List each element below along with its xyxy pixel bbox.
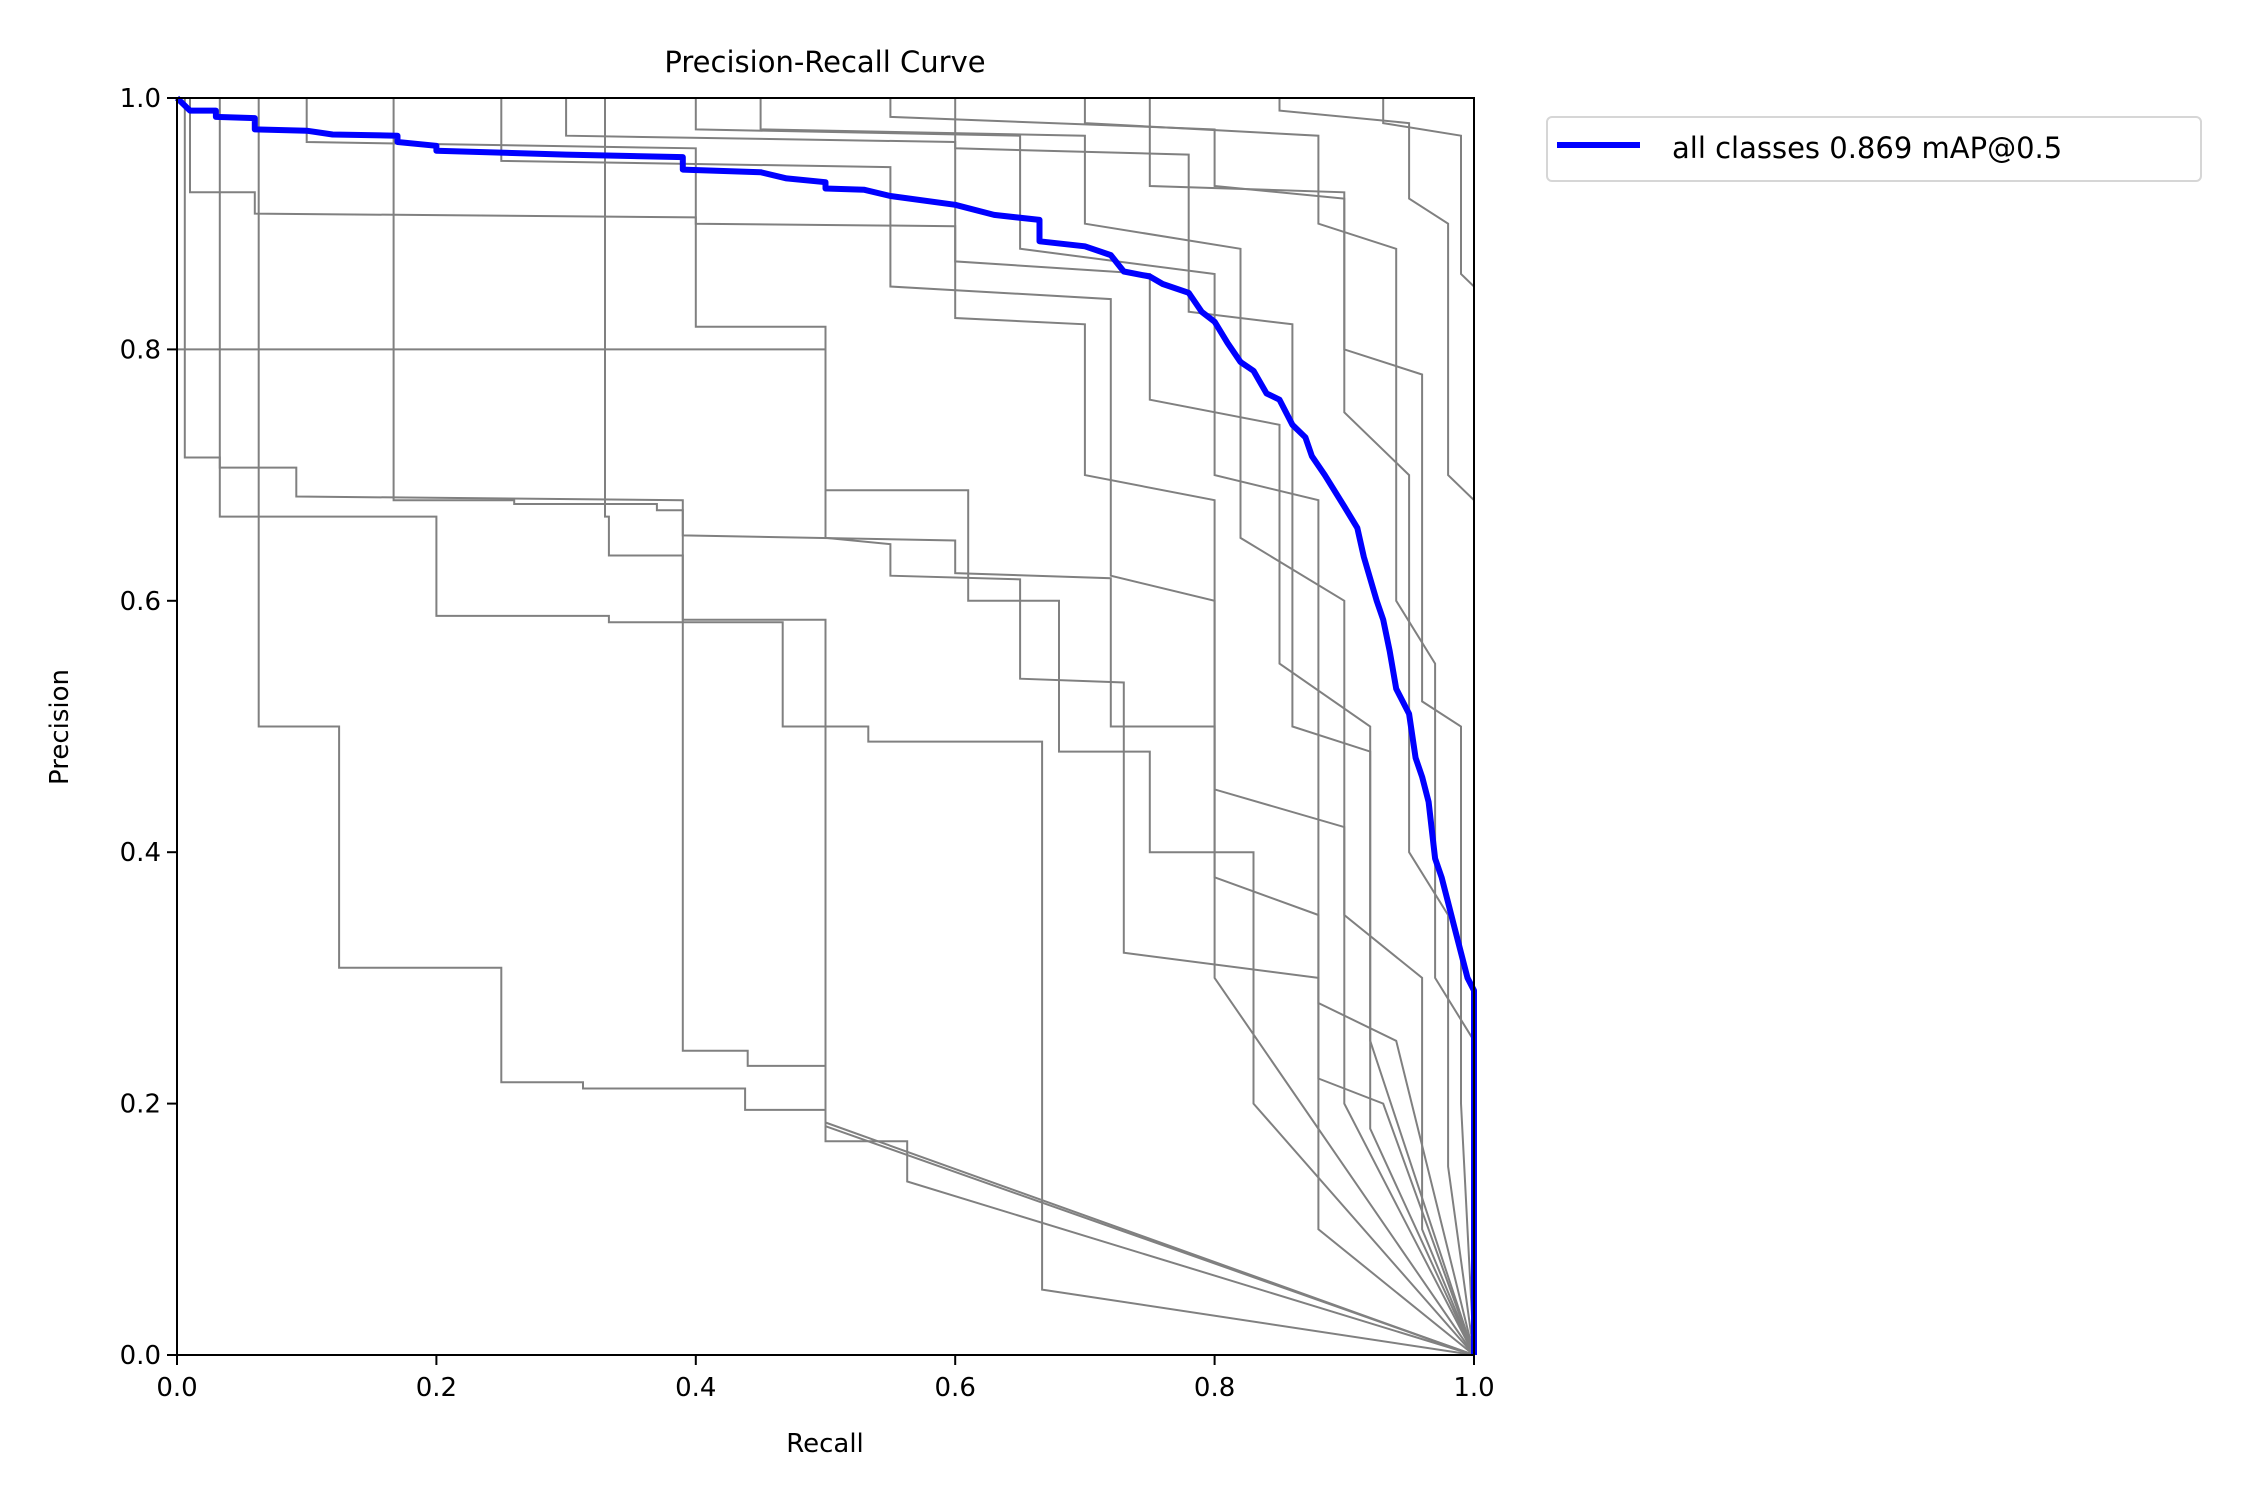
y-axis: 0.0 0.2 0.4 0.6 0.8 1.0 <box>120 84 177 1371</box>
x-tick-label: 0.6 <box>935 1373 976 1403</box>
x-tick-label: 0.0 <box>156 1373 197 1403</box>
y-axis-label: Precision <box>45 669 75 785</box>
y-tick-label: 0.4 <box>120 838 161 868</box>
per-class-curve-15 <box>177 97 1475 1356</box>
x-axis-label: Recall <box>786 1429 864 1459</box>
x-tick-label: 0.8 <box>1194 1373 1235 1403</box>
per-class-curve-12 <box>177 97 1475 1355</box>
axes-frame <box>176 97 1475 1356</box>
y-tick-label: 1.0 <box>120 84 161 114</box>
per-class-curve-7 <box>177 97 1475 1356</box>
legend-label-all-classes: all classes 0.869 mAP@0.5 <box>1672 131 2062 165</box>
x-tick-label: 0.4 <box>675 1373 716 1403</box>
x-axis: 0.0 0.2 0.4 0.6 0.8 1.0 <box>156 1355 1495 1403</box>
per-class-curve-1 <box>177 97 1475 1356</box>
per-class-curve-11 <box>177 97 1475 1355</box>
x-tick-label: 0.2 <box>416 1373 457 1403</box>
per-class-curve-9 <box>177 97 1475 1356</box>
per-class-curve-6 <box>177 97 1475 1356</box>
y-tick-label: 0.6 <box>120 587 161 617</box>
per-class-curve-3 <box>177 97 1475 1356</box>
y-tick-label: 0.2 <box>120 1090 161 1120</box>
per-class-curve-17 <box>177 97 1475 1356</box>
legend: all classes 0.869 mAP@0.5 <box>1546 116 2202 182</box>
per-class-curve-14 <box>177 97 1475 1356</box>
y-tick-label: 0.0 <box>120 1341 161 1371</box>
all-classes-curve <box>174 95 1477 1355</box>
per-class-curve-2 <box>177 97 1475 1356</box>
per-class-curve-13 <box>177 97 1475 1356</box>
x-tick-label: 1.0 <box>1453 1373 1494 1403</box>
chart-title: Precision-Recall Curve <box>664 45 985 79</box>
per-class-curve-4 <box>177 97 1475 1356</box>
legend-frame <box>1546 116 2202 182</box>
y-tick-label: 0.8 <box>120 335 161 365</box>
plot-area <box>174 95 1477 1356</box>
